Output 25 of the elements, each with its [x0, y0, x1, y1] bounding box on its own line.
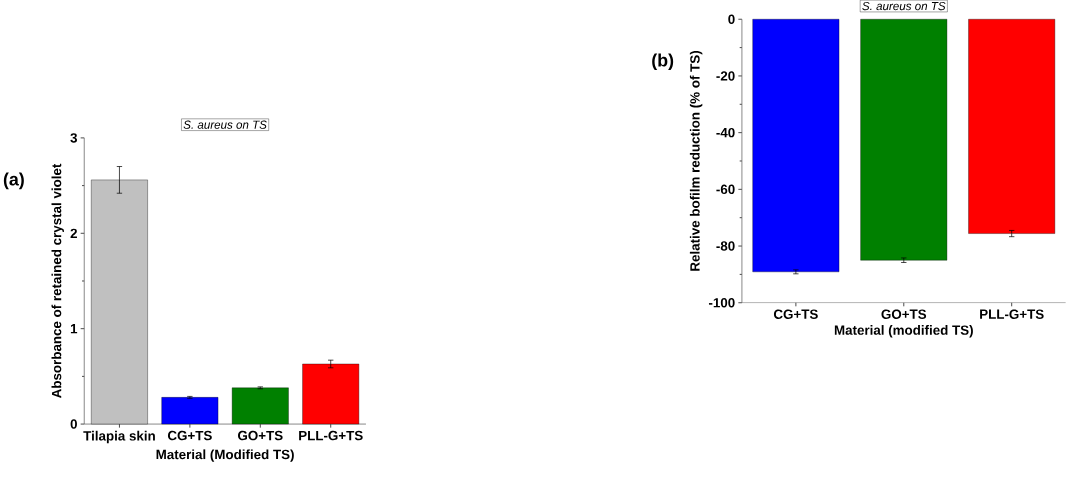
y-tick-label: 0	[70, 419, 77, 429]
x-tick-label: PLL-G+TS	[299, 430, 363, 441]
chart-title: S. aureus on TS	[862, 1, 946, 11]
y-tick-label: 2	[70, 228, 77, 238]
chart-title: S. aureus on TS	[183, 120, 267, 129]
text: (a)	[3, 172, 24, 190]
text: (b)	[652, 53, 674, 70]
y-axis-title: Relative bofilm reduction (% of TS)	[689, 50, 703, 271]
x-tick-label: GO+TS	[881, 309, 927, 319]
y-tick-label: 1	[70, 324, 78, 334]
y-tick-label: 3	[70, 133, 78, 143]
x-tick-label: PLL-G+TS	[980, 309, 1044, 319]
y-tick-label: 0	[728, 14, 735, 24]
x-axis-title: Material (Modified TS)	[156, 449, 294, 462]
y-tick-label: -100	[708, 297, 735, 308]
x-tick-label: Tilapia skin	[83, 430, 155, 444]
x-tick-label: CG+TS	[773, 309, 818, 319]
y-tick-label: -20	[716, 71, 735, 81]
x-tick-label: CG+TS	[167, 430, 212, 441]
x-axis-title: Material (modified TS)	[834, 324, 973, 338]
y-tick-label: -80	[716, 241, 735, 251]
y-tick-label: -40	[716, 127, 735, 138]
y-axis-title: Absorbance of retained crystal violet	[51, 163, 64, 398]
y-tick-label: -60	[716, 184, 735, 194]
x-tick-label: GO+TS	[238, 430, 283, 441]
